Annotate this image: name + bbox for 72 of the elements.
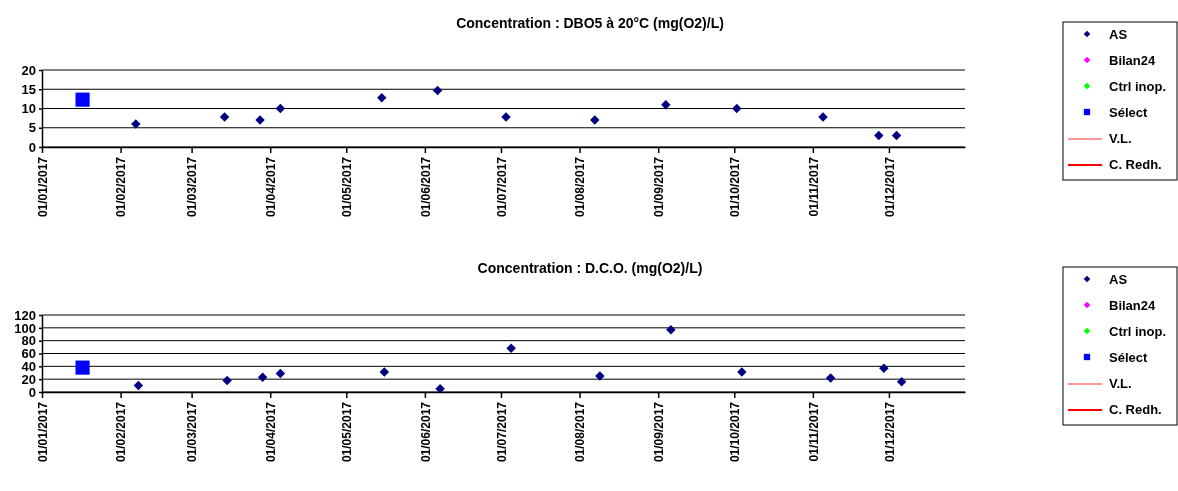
y-tick-label: 10 — [21, 101, 36, 117]
x-tick-label: 01/12/2017 — [882, 156, 897, 218]
y-tick-label: 20 — [21, 62, 36, 78]
legend-label: C. Redh. — [1109, 157, 1162, 172]
x-tick-label: 01/09/2017 — [651, 156, 666, 218]
x-tick-label: 01/07/2017 — [494, 401, 509, 463]
point — [661, 99, 671, 110]
y-tick-label: 80 — [21, 333, 36, 349]
point — [879, 363, 889, 373]
x-tick-label: 01/08/2017 — [573, 156, 588, 218]
legend-label: AS — [1109, 27, 1128, 42]
x-tick-label: 01/12/2017 — [882, 401, 897, 463]
point — [891, 130, 902, 141]
y-tick-label: 5 — [28, 120, 36, 136]
point — [257, 372, 268, 382]
x-tick-label: 01/04/2017 — [263, 401, 278, 463]
x-tick-label: 01/11/2017 — [806, 156, 821, 217]
x-tick-label: 01/03/2017 — [185, 156, 200, 218]
legend-label: V.L. — [1109, 376, 1132, 391]
x-tick-label: 01/04/2017 — [263, 156, 278, 218]
x-tick-label: 01/10/2017 — [727, 156, 742, 218]
x-tick-label: 01/07/2017 — [494, 156, 509, 218]
point — [896, 376, 907, 387]
x-tick-label: 01/05/2017 — [339, 156, 354, 218]
legend-label: V.L. — [1109, 131, 1132, 146]
point — [275, 368, 286, 379]
y-tick-label: 0 — [28, 139, 36, 155]
point — [75, 360, 90, 375]
legend-label: Sélect — [1109, 350, 1148, 365]
point — [131, 119, 141, 129]
y-tick-label: 15 — [21, 81, 36, 97]
x-tick-label: 01/02/2017 — [114, 156, 129, 218]
x-tick-label: 01/11/2017 — [806, 401, 821, 462]
point — [737, 367, 747, 377]
legend-label: Ctrl inop. — [1109, 324, 1167, 339]
y-tick-label: 20 — [21, 371, 36, 387]
x-tick-label: 01/05/2017 — [339, 401, 354, 463]
x-tick-label: 01/01/2017 — [35, 401, 50, 463]
legend-label: AS — [1109, 272, 1128, 287]
point — [133, 380, 144, 391]
point — [825, 373, 836, 383]
point — [275, 103, 286, 114]
point — [377, 92, 387, 103]
point — [506, 343, 516, 354]
legend-label: C. Redh. — [1109, 402, 1162, 417]
legend-label: Bilan24 — [1109, 53, 1157, 68]
point — [219, 112, 230, 122]
y-tick-label: 100 — [14, 320, 36, 336]
point — [75, 92, 90, 107]
legend-label: Ctrl inop. — [1109, 79, 1167, 94]
chart-title: Concentration : D.C.O. (mg(O2)/L) — [477, 260, 703, 276]
x-tick-label: 01/06/2017 — [418, 401, 433, 463]
point — [874, 130, 884, 141]
x-tick-label: 01/01/2017 — [35, 156, 50, 218]
x-tick-label: 01/02/2017 — [114, 401, 129, 463]
point — [732, 103, 742, 114]
point — [432, 85, 443, 96]
point — [435, 384, 445, 394]
x-tick-label: 01/08/2017 — [573, 401, 588, 463]
point — [666, 325, 676, 335]
x-tick-label: 01/03/2017 — [185, 401, 200, 463]
x-tick-label: 01/06/2017 — [418, 156, 433, 218]
point — [222, 375, 232, 386]
chart-title: Concentration : DBO5 à 20°C (mg(O2)/L) — [456, 15, 724, 31]
x-tick-label: 01/09/2017 — [651, 401, 666, 463]
legend-label: Bilan24 — [1109, 298, 1157, 313]
point — [379, 367, 390, 377]
y-tick-label: 120 — [14, 307, 36, 323]
y-tick-label: 0 — [28, 384, 36, 400]
legend-label: Sélect — [1109, 105, 1148, 120]
x-tick-label: 01/10/2017 — [727, 401, 742, 463]
point — [590, 115, 600, 125]
